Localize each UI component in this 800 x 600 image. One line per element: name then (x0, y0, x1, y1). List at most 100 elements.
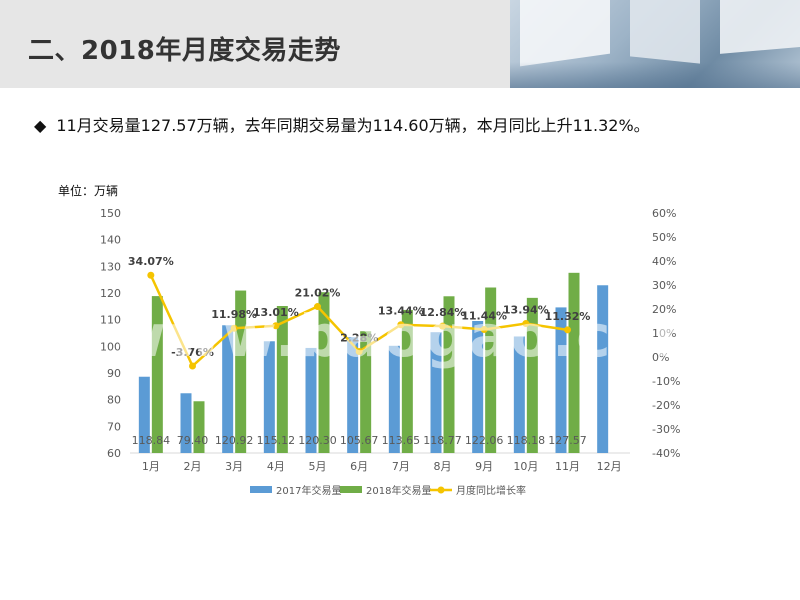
bar-value-label: 127.57 (548, 434, 587, 447)
y-left-tick-label: 60 (107, 447, 121, 460)
bar-value-label: 118.84 (132, 434, 171, 447)
growth-rate-label: 13.44% (378, 305, 424, 318)
bar-value-label: 118.18 (507, 434, 546, 447)
unit-label: 单位：万辆 (58, 184, 119, 198)
y-left-tick-label: 80 (107, 394, 121, 407)
bar-value-label: 79.40 (177, 434, 209, 447)
growth-rate-point (272, 322, 280, 330)
growth-rate-point (147, 271, 155, 279)
bar-2018 (235, 290, 247, 453)
growth-rate-label: 21.02% (295, 287, 341, 300)
growth-rate-label: -3.76% (171, 346, 214, 359)
bar-value-label: 105.67 (340, 434, 379, 447)
y-right-tick-label: 60% (652, 207, 676, 220)
bar-2018 (360, 331, 372, 453)
bar-value-label: 120.30 (298, 434, 337, 447)
growth-rate-point (564, 326, 571, 334)
header-decoration-image (510, 0, 800, 88)
bar-2017 (430, 332, 442, 453)
summary-text: 11月交易量127.57万辆，去年同期交易量为114.60万辆，本月同比上升11… (56, 116, 650, 135)
y-left-tick-label: 70 (107, 420, 121, 433)
bar-2017 (555, 307, 567, 453)
x-tick-label: 6月 (350, 460, 368, 473)
bar-2018 (151, 296, 163, 453)
bar-2018 (318, 292, 330, 453)
bar-value-label: 120.92 (215, 434, 254, 447)
growth-rate-label: 11.44% (461, 310, 507, 323)
y-left-tick-label: 90 (107, 367, 121, 380)
x-tick-label: 2月 (184, 460, 202, 473)
y-left-tick-label: 130 (100, 260, 121, 273)
y-right-tick-label: 10% (652, 327, 676, 340)
bar-2018 (193, 401, 205, 453)
x-tick-label: 10月 (513, 460, 538, 473)
bar-2018 (526, 297, 538, 453)
legend-swatch (340, 486, 362, 493)
x-tick-label: 9月 (475, 460, 493, 473)
x-tick-label: 8月 (434, 460, 452, 473)
growth-rate-label: 13.01% (253, 306, 299, 319)
x-tick-label: 4月 (267, 460, 285, 473)
growth-rate-point (230, 324, 238, 332)
y-left-tick-label: 110 (100, 314, 121, 327)
y-right-tick-label: -10% (652, 375, 680, 388)
bar-2017 (138, 376, 150, 453)
legend-swatch (250, 486, 272, 493)
bar-2018 (485, 287, 497, 453)
bar-value-label: 118.77 (423, 434, 462, 447)
bar-2018 (276, 306, 288, 453)
legend-label: 2018年交易量 (366, 484, 431, 497)
summary-line: ◆ 11月交易量127.57万辆，去年同期交易量为114.60万辆，本月同比上升1… (34, 112, 650, 136)
growth-rate-point (480, 326, 488, 334)
y-right-tick-label: -20% (652, 399, 680, 412)
y-right-tick-label: 30% (652, 279, 676, 292)
bar-2017 (347, 337, 359, 453)
bar-2018 (401, 309, 413, 453)
bar-2017 (222, 325, 234, 453)
x-tick-label: 5月 (309, 460, 327, 473)
bar-value-label: 113.65 (382, 434, 421, 447)
header-bar (0, 0, 800, 88)
x-tick-label: 12月 (597, 460, 622, 473)
y-left-tick-label: 120 (100, 287, 121, 300)
growth-rate-label: 13.94% (503, 304, 549, 317)
growth-rate-point (522, 320, 530, 328)
growth-rate-point (314, 303, 321, 311)
legend-label: 月度同比增长率 (456, 484, 526, 497)
x-tick-label: 11月 (555, 460, 580, 473)
growth-rate-label: 11.98% (211, 308, 257, 321)
y-right-tick-label: -40% (652, 447, 680, 460)
bar-2017 (388, 345, 400, 453)
growth-rate-label: 11.32% (545, 310, 591, 323)
x-tick-label: 3月 (225, 460, 243, 473)
x-tick-label: 7月 (392, 460, 410, 473)
y-right-tick-label: 50% (652, 231, 676, 244)
y-right-tick-label: 20% (652, 303, 676, 316)
growth-rate-point (355, 348, 363, 356)
bar-2017 (472, 321, 484, 453)
bar-2018 (443, 296, 455, 453)
y-right-tick-label: 40% (652, 255, 676, 268)
growth-rate-point (189, 362, 196, 370)
growth-rate-label: 2.28% (340, 332, 378, 345)
x-tick-label: 1月 (142, 460, 160, 473)
y-right-tick-label: -30% (652, 423, 680, 436)
y-left-tick-label: 140 (100, 234, 121, 247)
bar-2017 (263, 341, 275, 453)
y-right-tick-label: 0% (652, 351, 669, 364)
legend-line-marker (437, 486, 445, 494)
bar-value-label: 122.06 (465, 434, 504, 447)
diamond-bullet-icon: ◆ (34, 116, 47, 135)
bar-2017 (180, 393, 192, 453)
growth-rate-label: 34.07% (128, 255, 174, 268)
legend-label: 2017年交易量 (276, 484, 341, 497)
bar-value-label: 115.12 (257, 434, 296, 447)
growth-rate-point (397, 321, 405, 329)
growth-rate-label: 12.84% (420, 306, 466, 319)
growth-rate-point (439, 322, 446, 330)
y-left-tick-label: 150 (100, 207, 121, 220)
page-title: 二、2018年月度交易走势 (28, 36, 341, 66)
y-left-tick-label: 100 (100, 340, 121, 353)
bar-2018 (568, 272, 580, 453)
